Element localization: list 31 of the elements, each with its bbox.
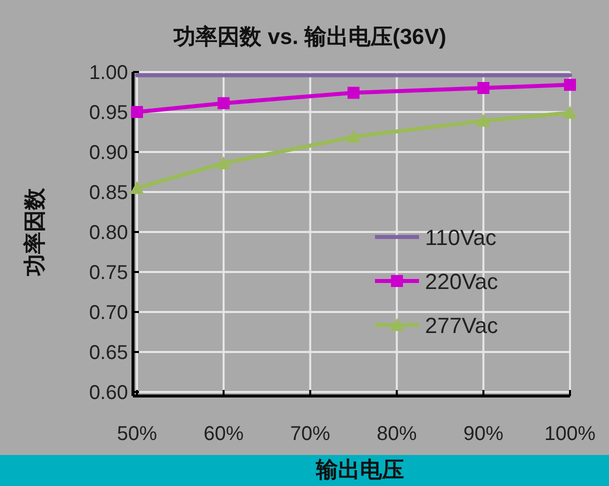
y-tick-label: 0.95 xyxy=(89,102,128,124)
point xyxy=(477,82,490,94)
x-tick-label: 70% xyxy=(290,423,330,445)
point xyxy=(346,130,360,143)
point xyxy=(130,181,144,194)
point xyxy=(218,97,230,110)
legend-label: 110Vac xyxy=(425,225,496,250)
x-tick-label: 80% xyxy=(376,423,418,445)
point xyxy=(563,106,577,119)
y-tick-label: 0.65 xyxy=(89,342,128,364)
x-tick-label: 90% xyxy=(463,423,504,445)
y-tick-label: 0.85 xyxy=(89,182,128,204)
y-tick-label: 0.75 xyxy=(89,262,128,284)
x-tick-label: 60% xyxy=(204,423,244,445)
y-tick-label: 0.80 xyxy=(89,222,128,244)
x-tick-label: 100% xyxy=(544,423,596,445)
y-tick-label: 0.70 xyxy=(89,302,128,324)
point xyxy=(564,78,576,91)
point xyxy=(131,106,143,118)
chart-title: 功率因数 vs. 输出电压(36V) xyxy=(172,24,446,49)
y-tick-label: 0.60 xyxy=(89,382,128,404)
y-tick-label: 0.90 xyxy=(89,142,128,164)
legend-label: 277Vac xyxy=(425,313,498,338)
point xyxy=(348,86,360,99)
y-axis-title: 功率因数 xyxy=(22,187,47,277)
point xyxy=(216,156,231,170)
y-tick-label: 1.00 xyxy=(89,62,128,84)
x-axis-title: 输出电压 xyxy=(315,457,404,482)
legend-label: 220Vac xyxy=(425,269,498,294)
point xyxy=(476,114,490,127)
x-tick-label: 50% xyxy=(116,423,158,445)
